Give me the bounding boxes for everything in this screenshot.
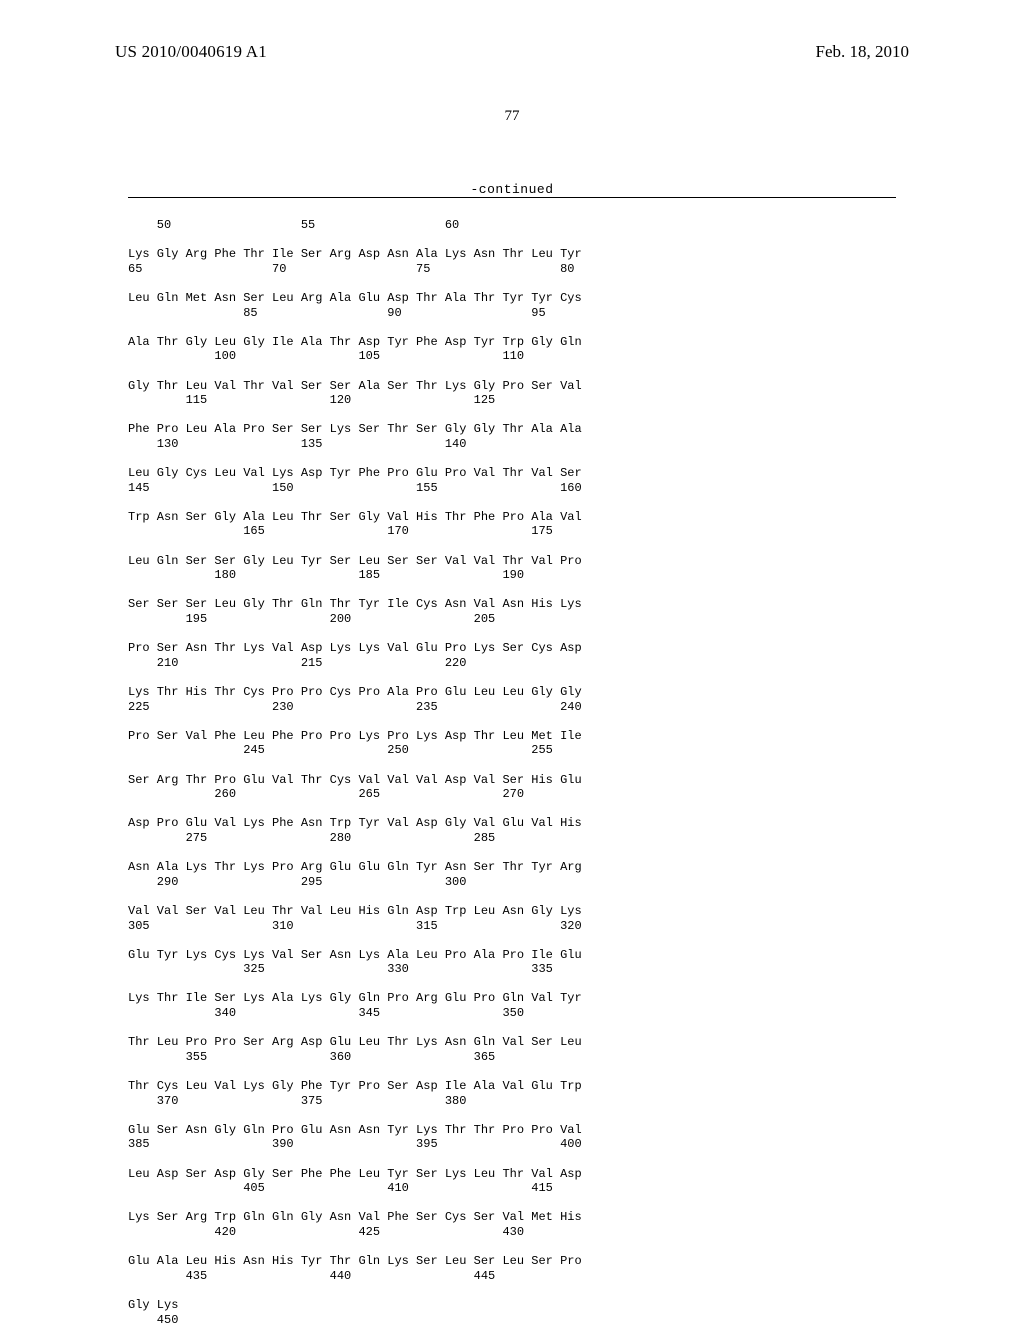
page-root: US 2010/0040619 A1 Feb. 18, 2010 77 -con… xyxy=(0,0,1024,1320)
continued-label: -continued xyxy=(0,182,1024,197)
sequence-listing: 50 55 60 Lys Gly Arg Phe Thr Ile Ser Arg… xyxy=(128,218,896,1327)
horizontal-rule-top xyxy=(128,197,896,198)
page-number: 77 xyxy=(0,108,1024,125)
publication-number: US 2010/0040619 A1 xyxy=(115,42,267,62)
publication-date: Feb. 18, 2010 xyxy=(816,42,910,62)
